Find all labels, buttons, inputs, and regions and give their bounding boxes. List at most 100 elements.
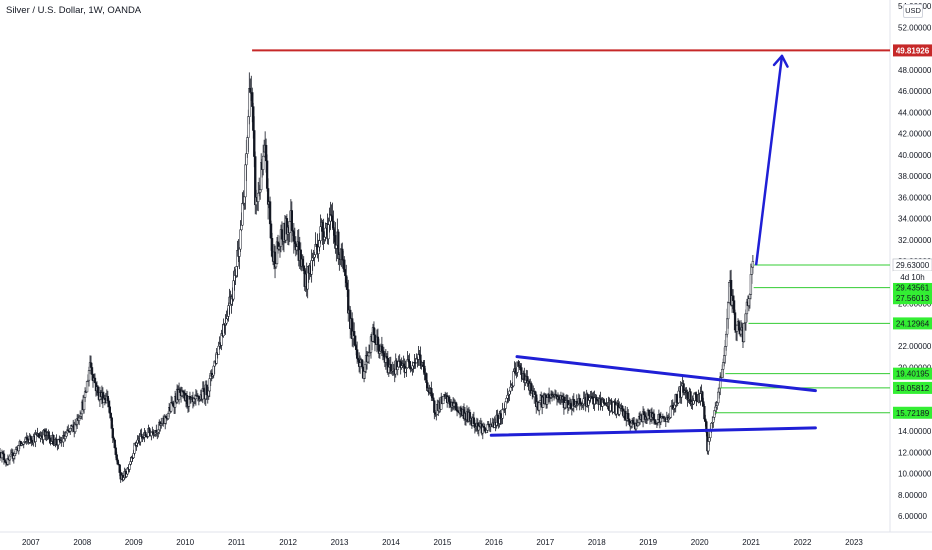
x-tick-label: 2007 [22,538,40,547]
candle-body [90,367,94,375]
trendline [489,426,817,437]
candle-body [0,452,2,457]
candle-body [612,401,615,413]
stacked-label-box [893,292,932,305]
candle [751,255,755,274]
level-price-label: 15.72189 [893,406,932,419]
level-label-text: 15.72189 [896,409,930,418]
target-arrow [754,54,789,266]
level-label-box [893,406,932,419]
candle-body [343,259,346,270]
x-tick-label: 2015 [434,538,452,547]
level-price-label: 29.63000 [892,258,932,272]
candle-body [675,394,678,403]
candle-body [396,366,399,370]
level-label-text: 29.43561 [896,284,930,293]
candle-body [735,324,739,332]
y-tick-label: 22.00000 [898,342,932,351]
candles [0,72,755,483]
x-tick-label: 2012 [279,538,297,547]
level-label-text: 29.63000 [896,261,930,270]
candle [435,413,438,421]
x-tick-label: 2016 [485,538,503,547]
trendline [515,355,817,393]
level-label-text: 19.40195 [896,370,930,379]
y-tick-label: 38.00000 [898,172,932,181]
candle [85,380,89,393]
candle-body [647,409,651,416]
candle-body [621,405,624,410]
candle-body [270,238,274,257]
x-tick-label: 2019 [639,538,657,547]
candle-body [262,155,265,170]
candle [624,405,627,421]
y-tick-label: 46.00000 [898,87,932,96]
candle-body [751,261,755,268]
currency-button[interactable]: USD [903,4,923,18]
chart-title: Silver / U.S. Dollar, 1W, OANDA [6,5,142,16]
x-tick-label: 2021 [742,538,760,547]
resistance-label-box [893,44,932,57]
resistance-label-text: 49.81926 [896,46,930,55]
y-tick-label: 44.00000 [898,108,932,117]
candle-body [512,371,515,387]
x-tick-label: 2013 [331,538,349,547]
candle-body [652,413,656,420]
candle-body [504,401,507,409]
arrow-shaft [754,54,784,266]
candle-body [459,407,463,412]
candle [504,401,507,416]
level-label-box [893,381,932,394]
y-tick-label: 34.00000 [898,215,932,224]
level-label-box [893,317,932,330]
candle-body [290,210,294,231]
y-tick-label: 12.00000 [898,448,932,457]
y-tick-label: 48.00000 [898,66,932,75]
x-tick-label: 2011 [228,538,246,547]
candle-body [55,438,58,445]
stacked-price-label: 4d 10h [893,270,932,283]
stacked-label-text: 4d 10h [900,273,924,282]
stacked-label-text: 27.56013 [896,294,930,303]
y-tick-label: 40.00000 [898,151,932,160]
candle [150,431,153,441]
x-tick-label: 2010 [176,538,194,547]
candle-body [653,419,657,424]
level-label-box [893,281,932,294]
level-label-text: 24.12964 [896,319,930,328]
level-price-label: 24.12964 [893,317,932,330]
stacked-price-label: 27.56013 [893,292,932,305]
resistance-price-label: 49.81926 [893,44,932,57]
level-price-label: 18.05812 [893,381,932,394]
x-tick-label: 2014 [382,538,400,547]
y-tick-label: 10.00000 [898,470,932,479]
x-tick-label: 2008 [73,538,91,547]
x-tick-label: 2023 [845,538,863,547]
candle-body [52,434,55,445]
candle-body [96,386,100,394]
y-tick-label: 8.00000 [898,491,927,500]
candle [0,447,2,461]
x-tick-label: 2018 [588,538,606,547]
candle-body [93,377,97,384]
y-tick-label: 14.00000 [898,427,932,436]
x-tick-label: 2020 [691,538,709,547]
y-tick-label: 52.00000 [898,23,932,32]
candle-body [389,364,392,372]
candle-body [733,312,737,331]
stacked-label-box [893,270,932,283]
x-tick-label: 2009 [125,538,143,547]
candle-body [30,439,33,443]
candle-body [85,381,89,393]
x-tick-label: 2022 [794,538,812,547]
candle-body [355,349,359,359]
x-tick-label: 2017 [536,538,554,547]
candle-body [152,431,155,435]
candle-body [8,455,12,461]
candle-body [239,229,242,250]
level-label-text: 18.05812 [896,384,930,393]
level-label-box [893,367,932,380]
y-tick-label: 42.00000 [898,130,932,139]
